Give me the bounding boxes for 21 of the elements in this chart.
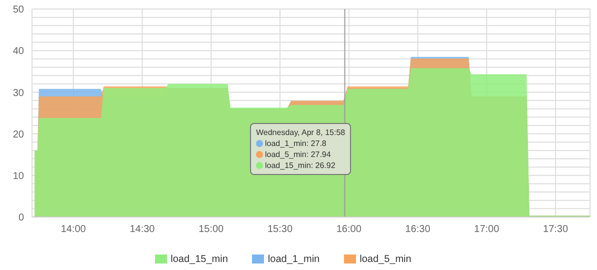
annotation: Wednesday, Apr 8, 15:58: [256, 127, 346, 138]
x-tick-label: 14:30: [130, 224, 156, 236]
x-tick-label: 15:30: [267, 224, 293, 236]
annotation: load_5_min: 27.94: [265, 149, 331, 160]
annotation: load_1_min: 27.8: [265, 138, 326, 149]
annotation: load_15_min: 26.92: [265, 160, 336, 171]
y-tick-label: 40: [12, 46, 24, 58]
legend-label: load_15_min: [170, 254, 228, 265]
y-tick-label: 20: [12, 129, 24, 140]
x-tick-label: 14:00: [60, 224, 86, 236]
x-tick-label: 17:30: [543, 224, 569, 236]
x-tick-label: 16:00: [336, 224, 362, 236]
y-tick-label: 10: [12, 170, 24, 182]
x-tick-label: 16:30: [405, 224, 431, 236]
y-tick-label: 50: [12, 4, 24, 16]
y-tick-label: 30: [12, 88, 24, 99]
y-tick-label: 0: [18, 212, 24, 224]
x-tick-label: 17:00: [474, 224, 500, 236]
legend-label: load_1_min: [268, 254, 320, 265]
legend-label: load_5_min: [360, 254, 412, 265]
x-tick-label: 15:00: [198, 224, 224, 236]
